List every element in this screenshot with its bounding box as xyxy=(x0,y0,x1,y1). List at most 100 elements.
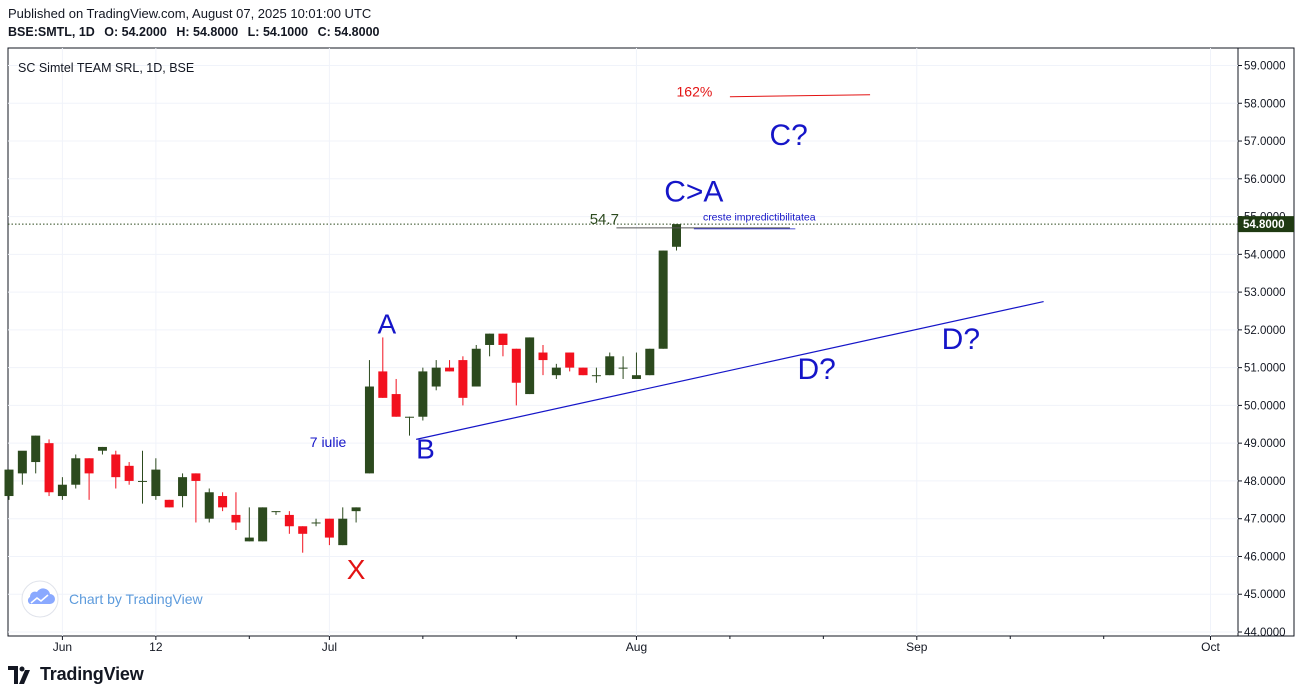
candle-body xyxy=(364,386,374,474)
candle xyxy=(551,363,561,379)
candle xyxy=(244,507,254,542)
candle xyxy=(511,348,521,406)
y-tick-label: 50.0000 xyxy=(1244,400,1286,412)
candle-body xyxy=(351,507,361,512)
y-tick-label: 46.0000 xyxy=(1244,551,1286,563)
candle-body xyxy=(231,514,241,523)
candle-body xyxy=(338,518,348,546)
candle-body xyxy=(244,537,254,542)
grid-layer xyxy=(8,48,1238,636)
drawings: 54.8000 54.7 162% X A B C>A C? D? D? 7 iulie creste… xyxy=(8,84,1294,585)
x-tick-label: Oct xyxy=(1201,640,1220,654)
candle-body xyxy=(124,465,134,481)
y-tick-label: 59.0000 xyxy=(1244,61,1286,73)
candle-body xyxy=(391,394,401,417)
candle xyxy=(538,344,548,376)
symbol-label: BSE:SMTL, 1D xyxy=(8,25,95,39)
candle xyxy=(218,492,228,512)
y-tick-label: 58.0000 xyxy=(1244,98,1286,110)
candle xyxy=(525,337,535,395)
candle-body xyxy=(218,496,228,508)
candle-body xyxy=(485,333,495,345)
last-price-tag xyxy=(1238,216,1294,233)
candle xyxy=(605,352,615,376)
candle xyxy=(204,488,214,523)
annotation-wave: B xyxy=(416,433,435,464)
y-tick-label: 56.0000 xyxy=(1244,174,1286,186)
x-tick-label: Jul xyxy=(322,640,337,654)
candle xyxy=(138,450,147,504)
candles xyxy=(4,224,681,553)
candle-body xyxy=(378,371,388,398)
candle xyxy=(591,367,601,383)
candle-body xyxy=(31,435,41,463)
candle xyxy=(44,439,54,497)
open-value: O: 54.2000 xyxy=(104,25,167,39)
candle-body xyxy=(97,446,107,451)
candle xyxy=(458,356,468,406)
annotation-wave: C? xyxy=(769,119,807,152)
candle xyxy=(311,518,321,527)
candle xyxy=(378,337,388,398)
x-tick-label: Sep xyxy=(906,640,928,654)
y-tick-label: 45.0000 xyxy=(1244,589,1286,601)
candle xyxy=(578,367,588,376)
annotation-wave: C>A xyxy=(664,175,723,208)
candle xyxy=(351,507,361,523)
annotation-note: creste impredictibilitatea xyxy=(703,211,816,223)
candle-body xyxy=(525,337,535,395)
candle xyxy=(191,473,201,523)
high-value: H: 54.8000 xyxy=(176,25,239,39)
candle-body xyxy=(271,511,281,513)
candle-body xyxy=(418,371,428,417)
candle-body xyxy=(57,484,67,497)
candle-body xyxy=(458,360,468,398)
candle-body xyxy=(431,367,441,387)
candle xyxy=(31,435,41,474)
candle-body xyxy=(405,416,414,418)
candle-body xyxy=(658,250,668,349)
x-tick-label: 12 xyxy=(149,640,163,654)
candle-body xyxy=(138,480,147,482)
candle-body xyxy=(498,333,508,345)
published-info: Published on TradingView.com, August 07,… xyxy=(8,6,372,21)
close-value: C: 54.8000 xyxy=(317,25,380,39)
candle-body xyxy=(84,458,94,474)
candle xyxy=(618,356,628,379)
candle-body xyxy=(578,367,588,376)
candle xyxy=(151,458,161,500)
candle-body xyxy=(111,454,121,478)
candle xyxy=(97,446,107,455)
candle-body xyxy=(605,356,615,376)
y-axis: 59.000058.000057.000056.000055.000054.00… xyxy=(1238,61,1286,639)
annotation-note: 7 iulie xyxy=(310,434,347,450)
candle-body xyxy=(204,492,214,519)
candle xyxy=(645,348,655,376)
last-price-label: 54.8000 xyxy=(1243,219,1285,231)
candle xyxy=(418,367,428,421)
candle-body xyxy=(672,224,681,247)
candle-body xyxy=(284,514,294,527)
candle xyxy=(658,250,668,349)
candle-body xyxy=(4,469,14,497)
tradingview-watermark[interactable]: Chart by TradingView xyxy=(21,580,203,618)
candle-body xyxy=(44,443,54,493)
tradingview-logo-icon xyxy=(8,665,30,684)
candle xyxy=(231,492,241,531)
candle xyxy=(391,378,401,417)
footer-brand[interactable]: TradingView xyxy=(8,664,144,685)
candle xyxy=(258,507,268,542)
candle-body xyxy=(298,526,308,534)
candle xyxy=(84,458,94,500)
candle-body xyxy=(551,367,561,376)
annotation-wave: D? xyxy=(797,353,835,386)
candle-body xyxy=(565,352,575,368)
annotation-wave: A xyxy=(377,309,396,340)
candle-body xyxy=(178,477,188,497)
candle xyxy=(284,511,294,534)
annotation-x: X xyxy=(347,554,366,585)
y-tick-label: 52.0000 xyxy=(1244,325,1286,337)
candle xyxy=(364,360,374,474)
candle-body xyxy=(591,375,601,377)
